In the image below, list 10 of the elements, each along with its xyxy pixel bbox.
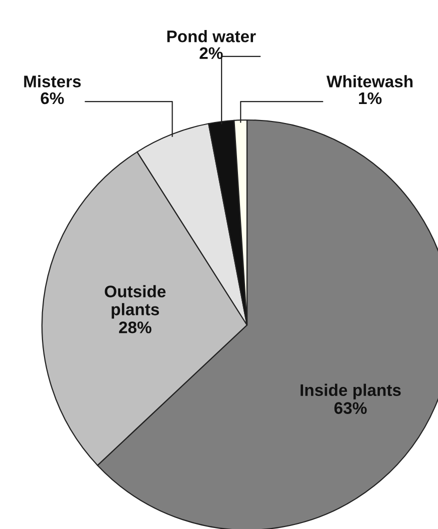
slice-label: Whitewash [326,75,412,88]
slice-label: Inside plants [300,384,401,400]
data-label: 28% [119,321,152,334]
data-label: 6% [40,92,64,104]
data-label: 63% [334,402,367,414]
slice-label: Pond water [167,30,256,42]
slice-label: Misters [24,75,81,88]
data-label: 1% [359,92,382,104]
data-label: 2% [200,47,223,60]
slice-label: Outside plants [104,285,166,319]
